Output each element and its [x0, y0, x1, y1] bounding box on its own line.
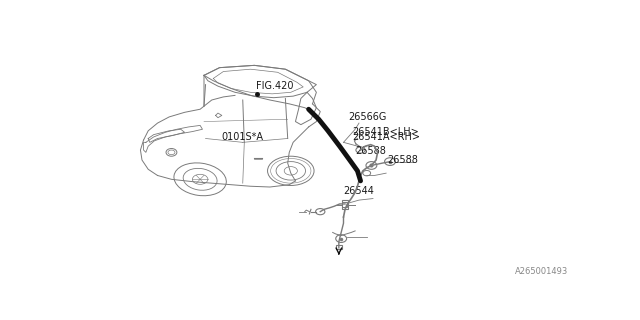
Text: 26588: 26588 [388, 156, 419, 165]
Bar [342, 200, 348, 209]
Bar [342, 203, 347, 207]
Text: 26541A<RH>: 26541A<RH> [352, 132, 420, 142]
Bar [336, 245, 342, 249]
Text: 26544: 26544 [343, 186, 374, 196]
Text: FIG.420: FIG.420 [256, 82, 294, 92]
Text: A265001493: A265001493 [515, 267, 568, 276]
Text: 0101S*A: 0101S*A [221, 132, 264, 142]
Text: 26588: 26588 [355, 146, 386, 156]
Text: 26541B<LH>: 26541B<LH> [352, 126, 419, 137]
Text: 26566G: 26566G [348, 112, 386, 122]
